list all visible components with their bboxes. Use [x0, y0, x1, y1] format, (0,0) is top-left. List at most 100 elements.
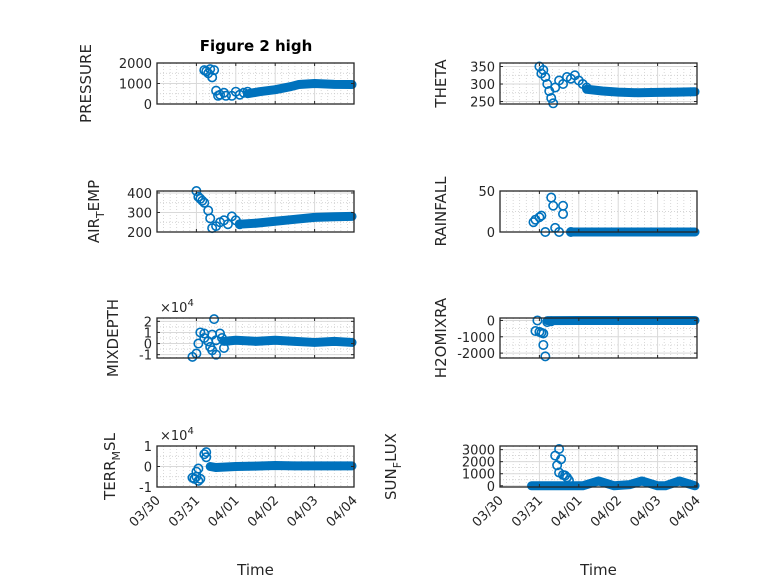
data-point [542, 79, 553, 90]
y-tick-label: 250 [470, 96, 495, 111]
data-series-trend [243, 79, 357, 99]
data-point [538, 328, 549, 339]
y-tick-label: 0 [144, 338, 152, 353]
data-point [534, 212, 545, 223]
y-tick-label: 350 [470, 61, 495, 76]
data-point [193, 475, 204, 486]
y-axis-label: THETA [432, 59, 450, 109]
y-axis-label: TERRMSL [101, 432, 123, 501]
data-series-trend [527, 476, 700, 491]
subplot-theta: 250 300 350 THETA [432, 59, 700, 111]
x-tick-label: 04/02 [245, 493, 282, 530]
y-tick-label: 0 [144, 461, 152, 476]
data-point [218, 342, 229, 353]
data-point [560, 470, 571, 481]
y-tick-label: 1 [144, 326, 152, 341]
data-point [199, 197, 210, 208]
data-point [536, 210, 547, 221]
data-point [201, 452, 212, 463]
x-tick-label: 04/04 [324, 493, 361, 530]
y-tick-label: 3000 [462, 444, 495, 459]
x-tick-label: 04/03 [627, 493, 664, 530]
x-tick-label: 03/30 [470, 493, 507, 530]
data-series-trend [582, 84, 700, 98]
data-point [209, 65, 220, 76]
data-point [207, 72, 218, 83]
y-tick-label: 1000 [462, 468, 495, 483]
data-point [546, 93, 557, 104]
y-tick-label: -1 [139, 349, 152, 364]
axes-frame [499, 62, 698, 105]
subplot-pressure: 0 1000 2000 PRESSURE [77, 44, 357, 123]
x-tick-label: 03/30 [127, 493, 164, 530]
y-axis-label: PRESSURE [77, 44, 95, 123]
exponent-label: ×104 [160, 426, 194, 444]
data-point [528, 217, 539, 228]
axes-frame [499, 445, 698, 488]
data-point [546, 316, 557, 327]
x-tick-label: 04/01 [549, 493, 586, 530]
data-point [238, 87, 249, 98]
y-axis-label: SUNFLUX [382, 433, 404, 500]
y-tick-label: 200 [127, 226, 152, 241]
data-series-trend [219, 335, 357, 347]
data-point [199, 328, 210, 339]
data-point [558, 208, 569, 219]
x-axis-label: Time [236, 561, 274, 579]
y-tick-label: 2000 [462, 456, 495, 471]
axes-frame [156, 190, 355, 233]
y-axis-label: H2OMIXRA [432, 297, 450, 378]
data-series-trend [235, 211, 357, 229]
data-point [538, 65, 549, 76]
x-tick-label: 03/31 [509, 493, 546, 530]
axes-frame [499, 190, 698, 233]
data-point [209, 314, 220, 325]
x-axis-label: Time [579, 561, 617, 579]
y-tick-label: 1000 [119, 78, 152, 93]
subplot-air_temp: 200 300 400 AIRTEMP [85, 180, 357, 243]
y-tick-label: 50 [478, 185, 495, 200]
data-point [581, 82, 592, 93]
y-tick-label: 2000 [119, 57, 152, 72]
data-point [195, 473, 206, 484]
subplot-rainfall: 0 50 RAINFALL [432, 176, 700, 247]
figure-title: Figure 2 high [200, 37, 313, 55]
y-tick-label: 0 [144, 98, 152, 113]
data-point [201, 447, 212, 458]
data-point [538, 339, 549, 350]
y-tick-label: 0 [487, 314, 495, 329]
data-point [234, 219, 245, 230]
subplot-h2omixra: -2000-1000 0 H2OMIXRA [432, 297, 700, 378]
y-tick-label: -2000 [457, 347, 495, 362]
axes-frame [156, 317, 355, 359]
data-point [532, 315, 543, 326]
y-tick-label: -1 [139, 481, 152, 496]
data-point [540, 351, 551, 362]
y-tick-label: 0 [487, 226, 495, 241]
data-point [242, 86, 253, 97]
y-axis-label: RAINFALL [432, 176, 450, 247]
data-point [213, 90, 224, 101]
x-tick-label: 04/04 [667, 493, 704, 530]
y-axis-label: AIRTEMP [85, 180, 107, 243]
y-axis-label: MIXDEPTH [104, 299, 122, 377]
x-tick-label: 03/31 [166, 493, 203, 530]
data-point [548, 200, 559, 211]
data-point [211, 349, 222, 360]
x-tick-label: 04/01 [206, 493, 243, 530]
y-tick-label: 2 [144, 315, 152, 330]
axes-frame [499, 317, 698, 359]
x-tick-label: 04/02 [588, 493, 625, 530]
data-point [540, 72, 551, 83]
data-point [193, 338, 204, 349]
y-tick-label: 1 [144, 440, 152, 455]
data-point [217, 332, 228, 343]
y-tick-label: 300 [470, 78, 495, 93]
data-point [222, 219, 233, 230]
data-point [205, 213, 216, 224]
y-tick-label: 300 [127, 206, 152, 221]
